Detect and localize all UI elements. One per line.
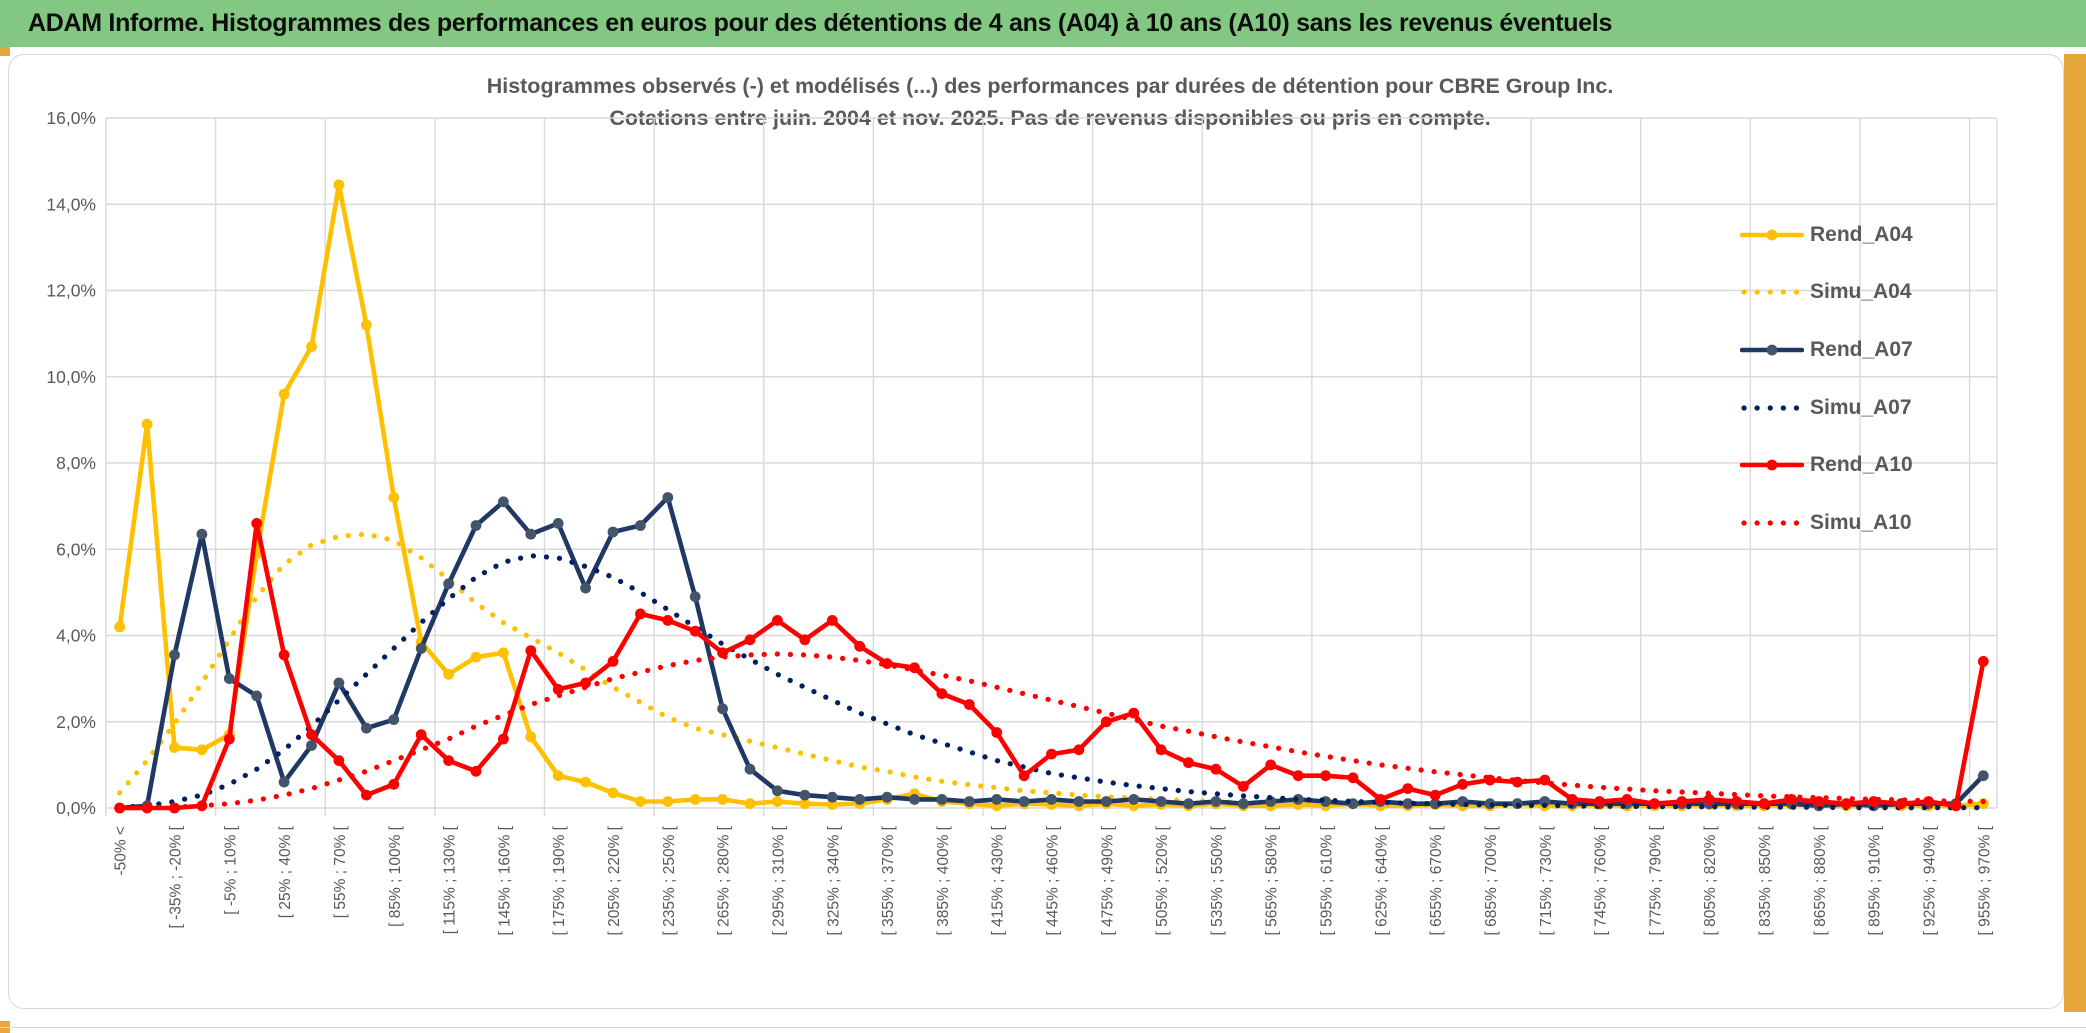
x-tick-label: [ 745% ; 760% [ xyxy=(1593,825,1610,935)
x-tick-label: [ 85% ; 100% [ xyxy=(387,825,404,927)
x-tick-label: [ 385% ; 400% [ xyxy=(935,825,952,935)
legend-item-Simu_A07[interactable]: Simu_A07 xyxy=(1740,379,1913,437)
legend-item-Rend_A04[interactable]: Rend_A04 xyxy=(1740,206,1913,264)
x-tick-label: [ 895% ; 910% [ xyxy=(1867,825,1884,935)
legend-item-Rend_A07[interactable]: Rend_A07 xyxy=(1740,321,1913,379)
x-tick-label: [ 175% ; 190% [ xyxy=(551,825,568,935)
legend-swatch-dotted xyxy=(1741,520,1803,526)
y-tick-label: 6,0% xyxy=(56,539,96,559)
legend-swatch-solid xyxy=(1740,459,1804,471)
series-Simu_A10 xyxy=(117,651,1986,811)
x-tick-label: [ 535% ; 550% [ xyxy=(1209,825,1226,935)
x-tick-label: [ 685% ; 700% [ xyxy=(1483,825,1500,935)
y-tick-label: 16,0% xyxy=(46,108,96,128)
x-tick-label: [ 655% ; 670% [ xyxy=(1428,825,1445,935)
x-tick-label: [ 145% ; 160% [ xyxy=(496,825,513,935)
plot-grid xyxy=(105,117,1998,816)
y-tick-label: 14,0% xyxy=(46,194,96,214)
legend-label: Rend_A07 xyxy=(1810,337,1913,361)
header-title: ADAM Informe. Histogrammes des performan… xyxy=(28,9,1613,37)
x-tick-label: [ 475% ; 490% [ xyxy=(1099,825,1116,935)
x-tick-label: [ 265% ; 280% [ xyxy=(716,825,733,935)
x-tick-label: [ 805% ; 820% [ xyxy=(1702,825,1719,935)
x-tick-label: [ 355% ; 370% [ xyxy=(880,825,897,935)
legend-item-Rend_A10[interactable]: Rend_A10 xyxy=(1740,436,1913,494)
x-tick-label: [ 325% ; 340% [ xyxy=(825,825,842,935)
x-tick-label: [ 775% ; 790% [ xyxy=(1647,825,1664,935)
legend-label: Simu_A10 xyxy=(1810,510,1912,534)
y-tick-label: 0,0% xyxy=(56,798,96,818)
legend-swatch-solid xyxy=(1740,229,1804,241)
legend-item-Simu_A04[interactable]: Simu_A04 xyxy=(1740,264,1913,322)
legend: Rend_A04 Simu_A04 Rend_A07 Simu_A07 Rend_A10… xyxy=(1740,206,1913,552)
series-Simu_A04 xyxy=(117,531,1986,811)
x-tick-label: [ 835% ; 850% [ xyxy=(1757,825,1774,935)
x-tick-label: [ 715% ; 730% [ xyxy=(1538,825,1555,935)
x-tick-label: [ 235% ; 250% [ xyxy=(661,825,678,935)
legend-swatch-solid xyxy=(1740,344,1804,356)
series-Rend_A10 xyxy=(114,518,1989,814)
x-tick-label: [ 295% ; 310% [ xyxy=(770,825,787,935)
x-tick-label: [ 595% ; 610% [ xyxy=(1319,825,1336,935)
x-tick-label: [ 865% ; 880% [ xyxy=(1812,825,1829,935)
sheet-row-divider xyxy=(0,1027,2086,1028)
y-tick-label: 2,0% xyxy=(56,712,96,732)
x-tick-label: [ 55% ; 70% [ xyxy=(332,825,349,918)
legend-label: Rend_A04 xyxy=(1810,222,1913,246)
chart-area[interactable] xyxy=(8,54,2064,1009)
x-tick-label: [ 625% ; 640% [ xyxy=(1373,825,1390,935)
x-tick-label: [ 205% ; 220% [ xyxy=(606,825,623,935)
x-tick-label: [ 565% ; 580% [ xyxy=(1264,825,1281,935)
gold-cell-right-strip xyxy=(2064,54,2086,1012)
legend-swatch-dotted xyxy=(1741,404,1803,411)
x-tick-label: [ 115% ; 130% [ xyxy=(442,825,459,934)
y-tick-label: 4,0% xyxy=(56,626,96,646)
legend-swatch-dotted xyxy=(1741,289,1803,295)
gold-cell-left-notch xyxy=(0,47,10,56)
x-tick-label: [ 955% ; 970% [ xyxy=(1976,825,1993,935)
legend-label: Rend_A10 xyxy=(1810,453,1913,477)
x-axis-labels: -50% < [ -35% ; -20% [ [ -5% ; 10% [ [ 25% … xyxy=(113,825,1994,935)
x-tick-label: [ 25% ; 40% [ xyxy=(277,825,294,918)
x-tick-label: [ 445% ; 460% [ xyxy=(1045,825,1062,935)
x-tick-label: [ -5% ; 10% [ xyxy=(222,825,239,914)
series-Rend_A07 xyxy=(114,492,1989,814)
legend-label: Simu_A04 xyxy=(1810,280,1912,304)
y-tick-label: 12,0% xyxy=(46,281,96,301)
header-bar: ADAM Informe. Histogrammes des performan… xyxy=(0,0,2086,47)
chart-title-line1: Histogrammes observés (-) et modélisés (… xyxy=(486,74,1614,98)
x-tick-label: -50% < xyxy=(113,826,130,876)
x-tick-label: [ 925% ; 940% [ xyxy=(1921,825,1938,935)
legend-label: Simu_A07 xyxy=(1810,395,1912,419)
x-tick-label: [ 505% ; 520% [ xyxy=(1154,825,1171,935)
y-axis-labels: 0,0% 2,0% 4,0% 6,0% 8,0% 10,0% 12,0% 14,0% 16,0% xyxy=(46,108,96,818)
x-tick-label: [ -35% ; -20% [ xyxy=(168,825,185,928)
y-tick-label: 8,0% xyxy=(56,453,96,473)
x-tick-label: [ 415% ; 430% [ xyxy=(990,825,1007,935)
legend-item-Simu_A10[interactable]: Simu_A10 xyxy=(1740,494,1913,552)
y-tick-label: 10,0% xyxy=(46,367,96,387)
